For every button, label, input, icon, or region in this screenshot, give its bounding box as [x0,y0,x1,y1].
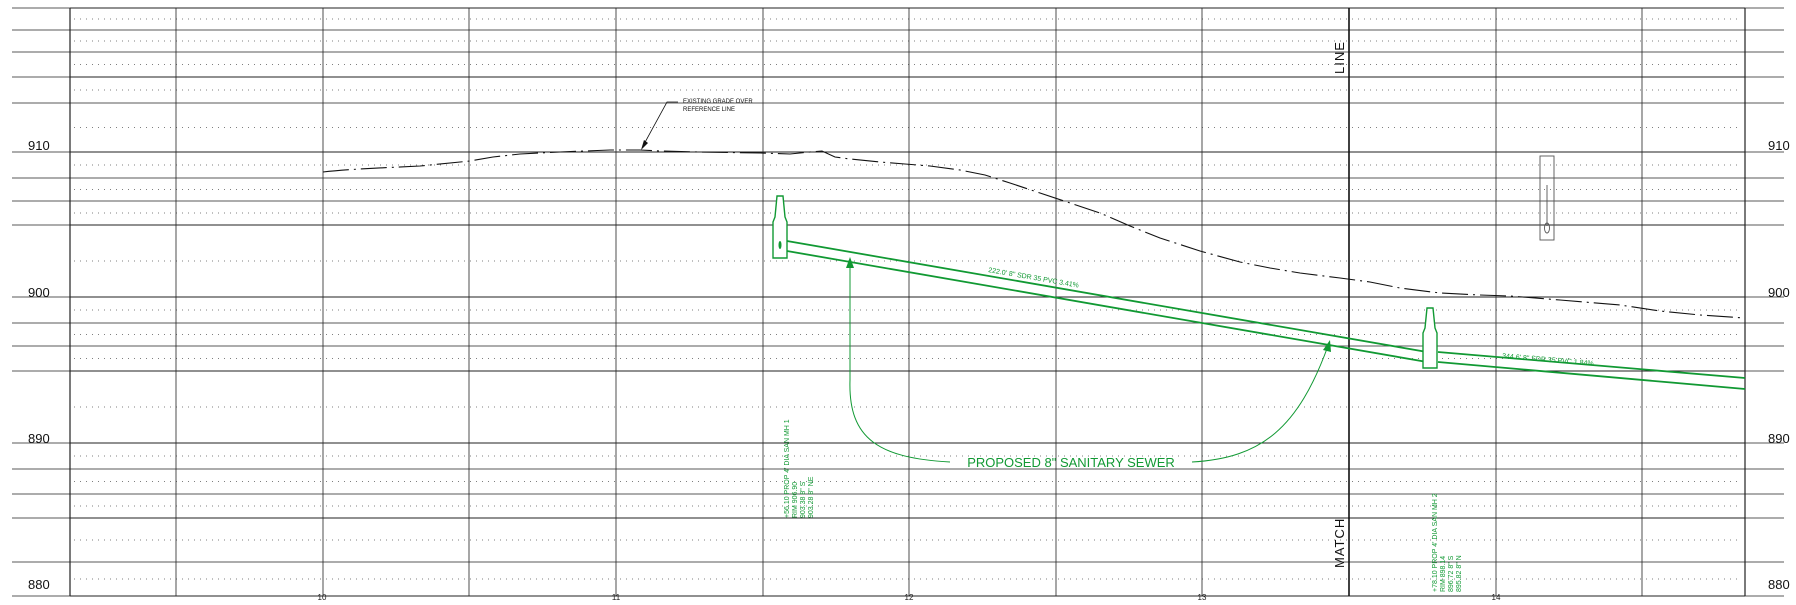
existing-grade: EXISTING GRADE OVER REFERENCE LINE [322,99,1746,319]
manhole-1-marker [778,241,782,249]
mh2-note-line2: RIM 898.14 [1440,556,1447,592]
station-label-14: 14 [1492,593,1501,602]
mh1-note-line3: 903.38 8" S [800,481,807,518]
elev-label-left-900: 900 [28,285,50,300]
pipe-2-bottom [1437,361,1746,390]
station-labels: 10 11 12 13 14 [318,593,1501,602]
right-elevation-column: 910 900 890 880 [1768,138,1790,592]
mh1-note-line1: +56.10 PROP 4' DIA SAN MH 1 [784,419,791,518]
elev-label-right-890: 890 [1768,431,1790,446]
existing-structure [1539,155,1555,241]
sewer-callout: PROPOSED 8" SANITARY SEWER [846,257,1331,470]
elev-label-right-880: 880 [1768,577,1790,592]
station-label-13: 13 [1198,593,1207,602]
existing-structure-marker [1544,222,1550,234]
mh2-note-line1: +78.10 PROP 4' DIA SAN MH 2 [1432,493,1439,592]
match-line: LINE MATCH [1332,8,1350,596]
elev-label-left-880: 880 [28,577,50,592]
manhole-1-symbol [772,195,788,259]
pipe-1-bottom [786,250,1428,363]
station-label-11: 11 [612,593,621,602]
match-line-top-label: LINE [1332,41,1347,74]
callout-arrowhead-left [846,257,854,268]
major-grid [12,7,1784,597]
existing-grade-leader [642,101,678,147]
pipe-2-top [1437,351,1746,379]
elev-label-right-910: 910 [1768,138,1790,153]
manhole-2-symbol [1422,307,1438,369]
left-elevation-column: 910 900 890 880 [28,138,50,592]
manhole-2 [1422,307,1438,369]
manhole-1 [772,195,788,259]
mh2-note-line3: 896.72 8" S [1448,555,1455,592]
mh2-note-line4: 895.82 8" N [1456,555,1463,592]
match-line-bottom-label: MATCH [1332,518,1347,568]
existing-grade-note-line2: REFERENCE LINE [683,107,735,113]
existing-structure-box [1539,155,1555,241]
proposed-pipes [786,240,1746,390]
manhole-1-notes: +56.10 PROP 4' DIA SAN MH 1 RIM 906.90 9… [784,419,815,518]
existing-grade-note-line1: EXISTING GRADE OVER [683,99,753,105]
mh1-note-line2: RIM 906.90 [792,482,799,518]
callout-leader-left [849,262,951,463]
existing-grade-line [322,149,1746,319]
pipe-1-top [786,240,1428,353]
leader-arrowhead [641,140,648,150]
mh1-note-line4: 903.28 8" NE [808,476,815,518]
sewer-callout-text: PROPOSED 8" SANITARY SEWER [967,455,1175,470]
callout-arrowhead-right [1323,340,1331,352]
callout-leader-right [1191,345,1329,463]
elev-label-left-890: 890 [28,431,50,446]
elev-label-left-910: 910 [28,138,50,153]
station-label-12: 12 [905,593,914,602]
pipe-2-label: 344.6' 8" SDR 35 PVC 1.84% [1502,353,1594,368]
elev-label-right-900: 900 [1768,285,1790,300]
station-label-10: 10 [318,593,327,602]
manhole-2-notes: +78.10 PROP 4' DIA SAN MH 2 RIM 898.14 8… [1432,493,1463,592]
